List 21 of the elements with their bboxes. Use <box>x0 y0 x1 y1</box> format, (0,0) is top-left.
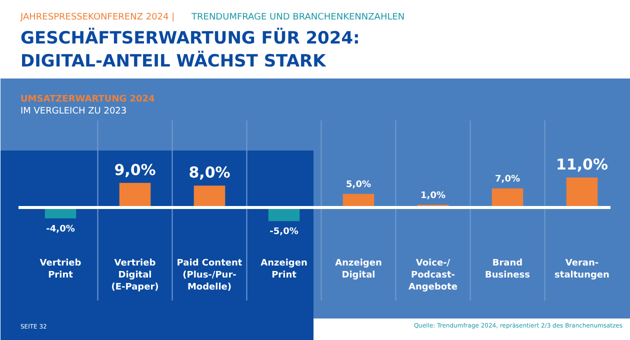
data-label: 9,0% <box>114 160 156 179</box>
text: IM VERGLEICH ZU 2023 <box>20 106 127 116</box>
x-tick-label: Paid Content (Plus-/Pur- Modelle) <box>176 258 243 292</box>
x-tick-label: Vertrieb Digital (E-Paper) <box>111 258 159 292</box>
chart-subtitle: UMSATZERWARTUNG 2024 <box>20 94 155 104</box>
chart-title: GESCHÄFTSERWARTUNG FÜR 2024: DIGITAL-ANTEIL WÄCHST STARK <box>20 28 360 72</box>
text: JAHRESPRESSEKONFERENZ 2024 | <box>20 12 175 22</box>
data-label: -4,0% <box>46 224 75 234</box>
data-label: 1,0% <box>420 190 446 201</box>
data-label: -5,0% <box>270 227 298 238</box>
data-label: 8,0% <box>188 164 230 182</box>
data-label: 7,0% <box>495 174 520 184</box>
x-tick-label: Brand Business <box>485 258 530 280</box>
x-tick-label: Veran- staltungen <box>554 258 610 280</box>
data-label: 11,0% <box>556 155 608 174</box>
text: TRENDUMFRAGE UND BRANCHENKENNZAHLEN <box>190 12 405 22</box>
data-label: 5,0% <box>346 180 371 190</box>
x-tick-label: Vertrieb Print <box>40 258 82 280</box>
x-tick-label: Voice-/ Podcast- Angebote <box>408 258 458 292</box>
x-tick-label: Anzeigen Digital <box>335 258 382 280</box>
x-tick-label: Anzeigen Print <box>260 258 308 280</box>
